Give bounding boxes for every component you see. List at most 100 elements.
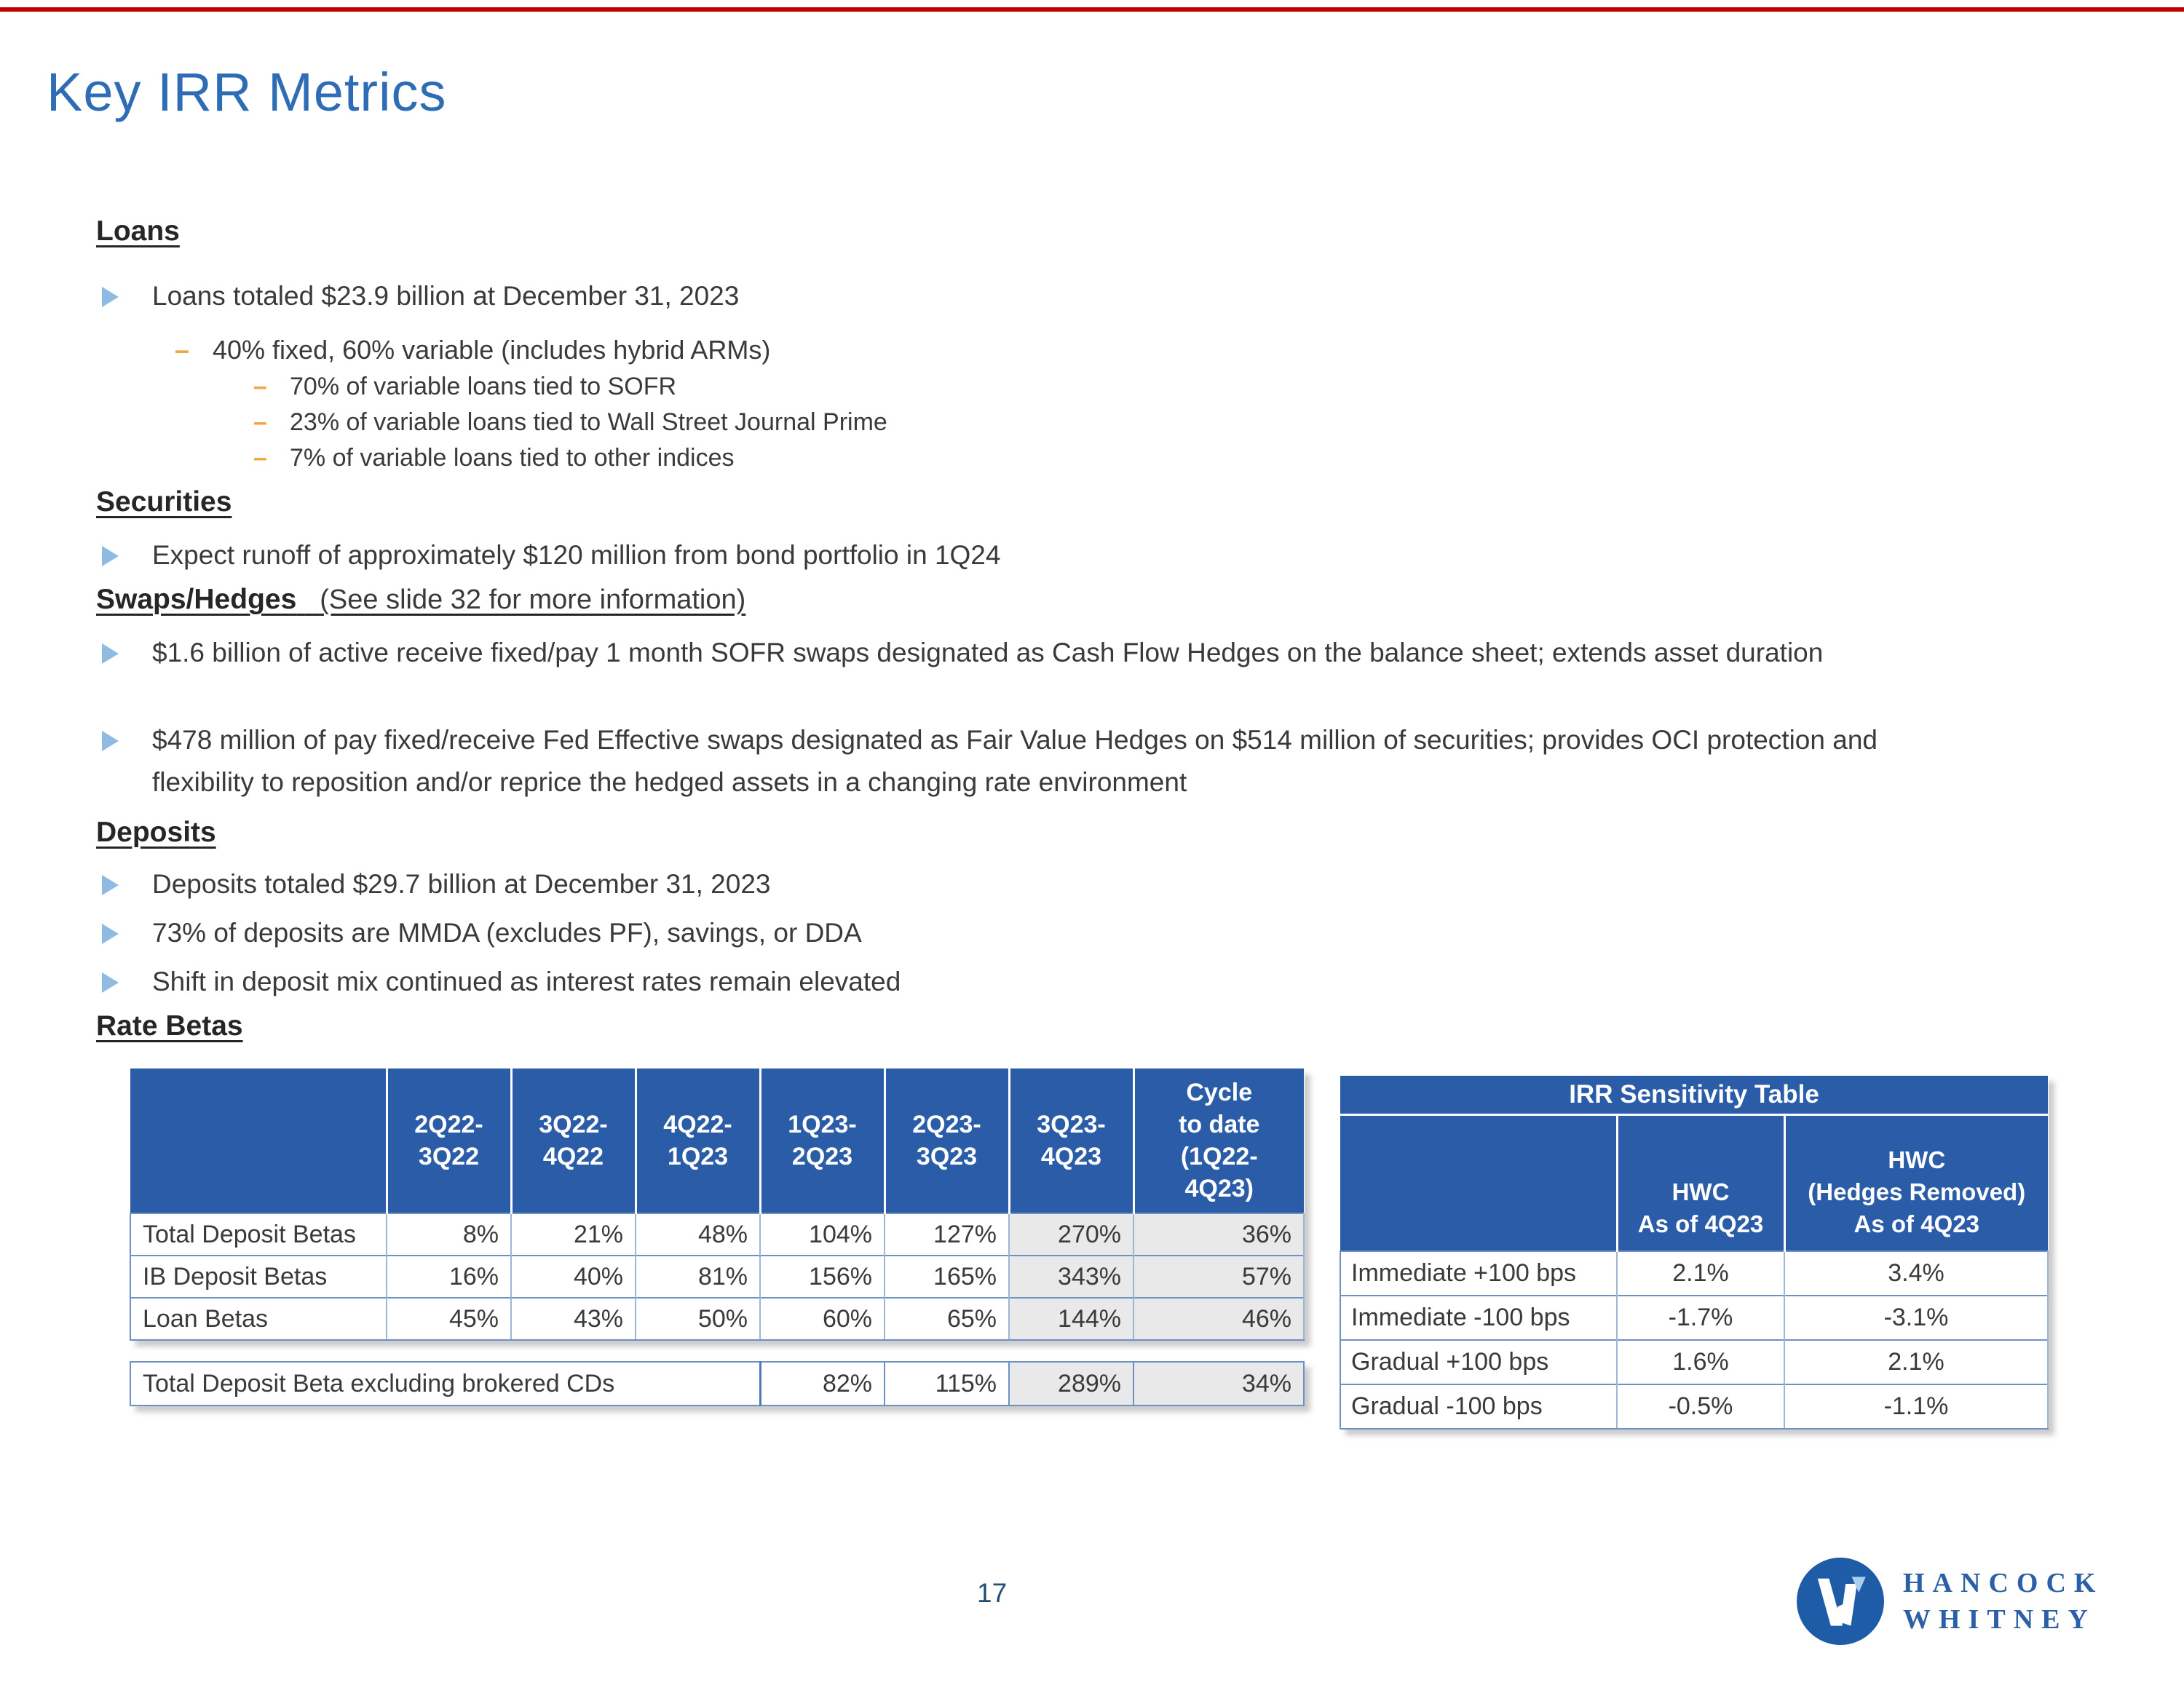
hancock-whitney-logo: HANCOCK WHITNEY	[1797, 1558, 2103, 1645]
bullet-cash-flow-hedges: $1.6 billion of active receive fixed/pay…	[102, 632, 1973, 674]
sub-bullet-fixed-variable: – 40% fixed, 60% variable (includes hybr…	[175, 335, 1922, 365]
cell-value: 165%	[884, 1255, 1009, 1298]
logo-wordmark: HANCOCK WHITNEY	[1903, 1565, 2103, 1638]
col-header: 2Q22- 3Q22	[385, 1069, 511, 1213]
cell-value: 46%	[1133, 1297, 1305, 1341]
cell-value: 82%	[759, 1361, 885, 1406]
bullet-text: 23% of variable loans tied to Wall Stree…	[290, 408, 887, 436]
rate-betas-header-row: 2Q22- 3Q22 3Q22- 4Q22 4Q22- 1Q23 1Q23- 2Q23 …	[130, 1069, 1304, 1213]
rate-betas-summary-row: Total Deposit Beta excluding brokered CD…	[130, 1361, 1305, 1406]
bullet-arrow-icon	[102, 924, 152, 944]
summary-label: Total Deposit Beta excluding brokered CD…	[130, 1361, 761, 1406]
table-row: Immediate +100 bps 2.1% 3.4%	[1340, 1250, 2049, 1296]
bullet-arrow-icon	[102, 731, 152, 751]
sub-bullet-wsj-prime: – 23% of variable loans tied to Wall Str…	[253, 408, 1928, 437]
col-header: 2Q23- 3Q23	[883, 1069, 1009, 1213]
cell-value: 16%	[386, 1255, 511, 1298]
cell-value: 21%	[510, 1213, 636, 1256]
bullet-arrow-icon	[102, 287, 152, 307]
slide-title: Key IRR Metrics	[47, 62, 447, 122]
sub-bullet-other-indices: – 7% of variable loans tied to other ind…	[253, 444, 1928, 472]
hancock-whitney-monogram-icon	[1797, 1558, 1884, 1645]
logo-line2: WHITNEY	[1903, 1604, 2096, 1635]
cell-value: 156%	[759, 1255, 885, 1298]
bullet-text: 40% fixed, 60% variable (includes hybrid…	[213, 335, 771, 365]
section-heading-securities: Securities	[96, 486, 232, 518]
bullet-text: $1.6 billion of active receive fixed/pay…	[152, 638, 1824, 667]
table-row: Immediate -100 bps -1.7% -3.1%	[1340, 1295, 2049, 1340]
table-row: Total Deposit Betas 8% 21% 48% 104% 127%…	[130, 1213, 1305, 1256]
bullet-fair-value-hedges: $478 million of pay fixed/receive Fed Ef…	[102, 719, 1973, 804]
cell-value: -3.1%	[1784, 1295, 2049, 1340]
bullet-deposits-total: Deposits totaled $29.7 billion at Decemb…	[102, 863, 1995, 905]
row-label: Gradual +100 bps	[1340, 1339, 1617, 1384]
section-heading-loans: Loans	[96, 215, 180, 247]
row-label: Total Deposit Betas	[130, 1213, 387, 1256]
cell-value: 40%	[510, 1255, 636, 1298]
bullet-text: $478 million of pay fixed/receive Fed Ef…	[152, 725, 1878, 797]
irr-sensitivity-table: IRR Sensitivity Table HWC As of 4Q23 HWC(…	[1340, 1076, 2049, 1430]
dash-bullet-icon: –	[175, 335, 190, 365]
cell-value: 36%	[1133, 1213, 1305, 1256]
row-label: Immediate +100 bps	[1340, 1250, 1617, 1296]
bullet-arrow-icon	[102, 972, 152, 993]
cell-value: 81%	[635, 1255, 760, 1298]
cell-value: 2.1%	[1784, 1339, 2049, 1384]
bullet-arrow-icon	[102, 643, 152, 664]
irr-table-title: IRR Sensitivity Table	[1340, 1076, 2048, 1116]
cell-value: -0.5%	[1616, 1384, 1784, 1430]
cell-value: 60%	[759, 1297, 885, 1341]
section-heading-rate-betas: Rate Betas	[96, 1010, 243, 1042]
bullet-arrow-icon	[102, 875, 152, 895]
bullet-text: Loans totaled $23.9 billion at December …	[152, 281, 740, 311]
cell-value: 289%	[1008, 1361, 1134, 1406]
sub-bullet-sofr: – 70% of variable loans tied to SOFR	[253, 373, 1928, 401]
cell-value: 343%	[1008, 1255, 1133, 1298]
col-header-cycle: Cycle to date (1Q22- 4Q23)	[1132, 1069, 1304, 1213]
cell-value: 45%	[386, 1297, 511, 1341]
rate-betas-table: 2Q22- 3Q22 3Q22- 4Q22 4Q22- 1Q23 1Q23- 2Q23 …	[130, 1069, 1305, 1406]
dash-bullet-icon: –	[253, 408, 267, 436]
bullet-text: 73% of deposits are MMDA (excludes PF), …	[152, 918, 862, 948]
cell-value: -1.1%	[1784, 1384, 2049, 1430]
swaps-note-text: (See slide 32 for more information)	[320, 584, 746, 615]
cell-value: 57%	[1133, 1255, 1305, 1298]
col-header: 4Q22- 1Q23	[634, 1069, 760, 1213]
table-row: Gradual -100 bps -0.5% -1.1%	[1340, 1384, 2049, 1430]
cell-value: 3.4%	[1784, 1250, 2049, 1296]
cell-value: 115%	[884, 1361, 1010, 1406]
bullet-arrow-icon	[102, 546, 152, 566]
section-heading-swaps: Swaps/Hedges (See slide 32 for more info…	[96, 584, 745, 616]
col-header-hwc-hedges-removed: HWC (Hedges Removed) As of 4Q23	[1783, 1114, 2048, 1251]
cell-value: 127%	[884, 1213, 1009, 1256]
cell-value: -1.7%	[1616, 1295, 1784, 1340]
row-label: IB Deposit Betas	[130, 1255, 387, 1298]
cell-value: 8%	[386, 1213, 511, 1256]
bullet-securities-runoff: Expect runoff of approximately $120 mill…	[102, 534, 1995, 576]
bullet-loans-total: Loans totaled $23.9 billion at December …	[102, 275, 1995, 317]
col-header: 3Q23- 4Q23	[1008, 1069, 1133, 1213]
bullet-text: 7% of variable loans tied to other indic…	[290, 444, 735, 472]
table-row: IB Deposit Betas 16% 40% 81% 156% 165% 3…	[130, 1255, 1305, 1298]
table-row: Loan Betas 45% 43% 50% 60% 65% 144% 46%	[130, 1297, 1305, 1341]
bullet-text: Expect runoff of approximately $120 mill…	[152, 540, 1001, 570]
irr-header-row: HWC As of 4Q23 HWC (Hedges Removed) As of 4…	[1340, 1114, 2048, 1251]
cell-value: 2.1%	[1616, 1250, 1784, 1296]
bullet-deposits-mix: 73% of deposits are MMDA (excludes PF), …	[102, 912, 1995, 954]
dash-bullet-icon: –	[253, 373, 267, 400]
col-header: 1Q23- 2Q23	[759, 1069, 885, 1213]
col-header-hwc: HWC As of 4Q23	[1615, 1114, 1784, 1251]
cell-value: 104%	[759, 1213, 885, 1256]
bullet-deposits-shift: Shift in deposit mix continued as intere…	[102, 961, 1995, 1003]
corner-cell	[1340, 1114, 1617, 1251]
cell-value: 1.6%	[1616, 1339, 1784, 1384]
top-accent-line	[0, 7, 2184, 12]
cell-value: 65%	[884, 1297, 1009, 1341]
cell-value: 34%	[1133, 1361, 1305, 1406]
section-heading-deposits: Deposits	[96, 817, 216, 848]
row-label: Loan Betas	[130, 1297, 387, 1341]
corner-cell	[130, 1069, 387, 1213]
bullet-text: Shift in deposit mix continued as intere…	[152, 967, 901, 996]
table-row: Gradual +100 bps 1.6% 2.1%	[1340, 1339, 2049, 1384]
bullet-text: 70% of variable loans tied to SOFR	[290, 373, 677, 400]
